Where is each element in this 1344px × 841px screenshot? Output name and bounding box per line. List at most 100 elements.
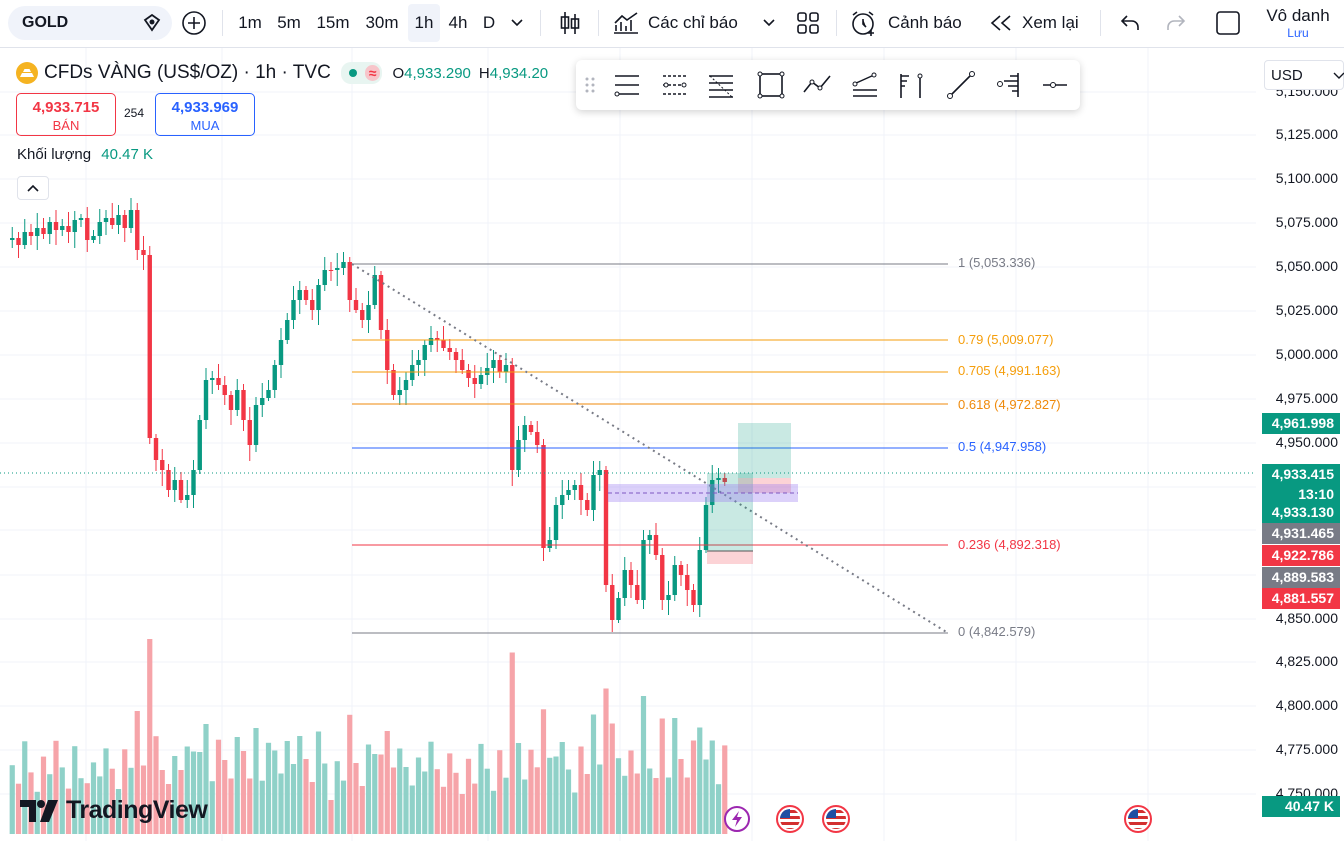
volume-bar (190, 751, 197, 834)
sell-button[interactable]: 4,933.715 BÁN (16, 93, 116, 136)
horizontal-ray-icon[interactable] (1040, 70, 1070, 100)
interval-15m[interactable]: 15m (316, 13, 350, 32)
candle-body (53, 222, 59, 230)
collapse-legend-button[interactable] (17, 176, 49, 200)
volume-bar (434, 769, 440, 834)
currency-select[interactable]: USD (1264, 60, 1344, 90)
price-tag: 4,961.998 (1262, 413, 1340, 434)
price-axis[interactable]: 5,150.000 5,125.000 5,100.000 5,075.000 5,05… (1256, 50, 1344, 841)
volume-bar (240, 751, 247, 834)
candle-body (416, 360, 421, 365)
ray-lines-icon[interactable] (850, 70, 880, 100)
path-icon[interactable] (802, 70, 832, 100)
indicators-dropdown[interactable] (756, 4, 782, 42)
flag-measure-icon[interactable] (896, 70, 926, 100)
price-tick-label: 5,050.000 (1275, 258, 1338, 274)
add-symbol-button[interactable] (176, 4, 212, 42)
fib-level-label[interactable]: 0.618 (4,972.827) (958, 397, 1061, 412)
volume-bar (565, 769, 572, 834)
candle-body (672, 565, 677, 595)
volume-bar (78, 778, 84, 834)
candle-body (141, 250, 146, 255)
fib-level-label[interactable]: 0.5 (4,947.958) (958, 439, 1046, 454)
volume-bar (409, 785, 415, 834)
symbol-search[interactable]: GOLD (8, 6, 172, 40)
trend-line-icon[interactable] (946, 70, 976, 100)
volume-profile-icon[interactable] (994, 70, 1024, 100)
drag-handle-icon[interactable] (584, 76, 596, 94)
layout-button[interactable] (790, 4, 826, 42)
volume-bar (265, 742, 272, 834)
candle-body (322, 270, 327, 285)
candle-body (222, 385, 227, 395)
long-position-target[interactable] (738, 423, 791, 478)
volume-bar (672, 718, 678, 834)
event-dividend-marker[interactable] (724, 806, 750, 832)
candle-body (428, 338, 434, 345)
wave-icon: ≈ (364, 65, 381, 81)
volume-legend[interactable]: Khối lượng 40.47 K (17, 146, 153, 163)
redo-button[interactable] (1158, 4, 1194, 42)
candle-body (216, 378, 221, 385)
event-flag-us-1[interactable] (776, 805, 804, 838)
fib-level-label[interactable]: 0.79 (5,009.077) (958, 332, 1053, 347)
interval-dropdown[interactable] (504, 4, 530, 42)
price-chart[interactable]: 1 (5,053.336) 0.79 (5,009.077) 0.705 (4,99… (0, 0, 1256, 841)
indicators-button[interactable]: Các chỉ báo (612, 4, 748, 42)
volume-bar (553, 756, 559, 834)
volume-bar (72, 746, 78, 834)
interval-4h[interactable]: 4h (448, 13, 468, 32)
watermark-text: TradingView (66, 796, 208, 824)
symbol-text: GOLD (22, 14, 69, 31)
undo-button[interactable] (1112, 4, 1148, 42)
user-save-area[interactable]: Vô danh Lưu (1256, 6, 1340, 40)
fib-level-label[interactable]: 0 (4,842.579) (958, 624, 1035, 639)
grid-layout-icon (797, 12, 819, 34)
fullscreen-button[interactable] (1210, 4, 1246, 42)
candle-body (441, 340, 446, 348)
interval-30m[interactable]: 30m (365, 13, 399, 32)
fib-level-label[interactable]: 0.236 (4,892.318) (958, 537, 1061, 552)
event-flag-us-3[interactable] (1124, 805, 1152, 838)
volume-bar (165, 784, 172, 834)
fib-retracement-icon[interactable] (706, 70, 736, 100)
position-target-zone[interactable] (707, 473, 753, 551)
chart-type-button[interactable] (552, 4, 588, 42)
price-tick-label: 5,075.000 (1275, 214, 1338, 230)
volume-bar (540, 709, 547, 834)
volume-bar (440, 786, 447, 834)
buy-button[interactable]: 4,933.969 MUA (155, 93, 255, 136)
volume-bar (140, 765, 147, 834)
fib-level-label[interactable]: 0.705 (4,991.163) (958, 363, 1061, 378)
parallel-channel-icon[interactable] (660, 70, 690, 100)
volume-bar (315, 731, 322, 834)
volume-bar (447, 753, 453, 834)
rectangle-icon[interactable] (756, 70, 786, 100)
price-tag: 4,933.130 (1262, 502, 1340, 523)
volume-bar (359, 786, 365, 834)
volume-bar (328, 800, 334, 834)
horizontal-lines-icon[interactable] (612, 70, 642, 100)
volume-bar (372, 754, 378, 834)
fib-level-label[interactable]: 1 (5,053.336) (958, 255, 1035, 270)
position-stop-zone[interactable] (707, 551, 753, 564)
market-status-badge[interactable]: ≈ (340, 62, 383, 84)
symbol-title[interactable]: CFDs VÀNG (US$/OZ) · 1h · TVC (44, 62, 331, 83)
candle-body (535, 432, 540, 445)
volume-bar (378, 754, 384, 834)
interval-1h[interactable]: 1h (408, 4, 440, 42)
replay-button[interactable]: Xem lại (988, 4, 1088, 42)
volume-bar (297, 736, 303, 834)
volume-bar (572, 792, 578, 834)
interval-d[interactable]: D (482, 13, 496, 32)
volume-bar (628, 750, 634, 834)
save-link[interactable]: Lưu (1287, 26, 1309, 40)
candle-body (335, 268, 340, 270)
interval-1m[interactable]: 1m (238, 13, 262, 32)
candle-body (72, 220, 77, 232)
long-position-stop[interactable] (738, 478, 791, 493)
volume-bar (178, 770, 184, 834)
alert-button[interactable]: Cảnh báo (850, 4, 970, 42)
event-flag-us-2[interactable] (822, 805, 850, 838)
interval-5m[interactable]: 5m (277, 13, 301, 32)
